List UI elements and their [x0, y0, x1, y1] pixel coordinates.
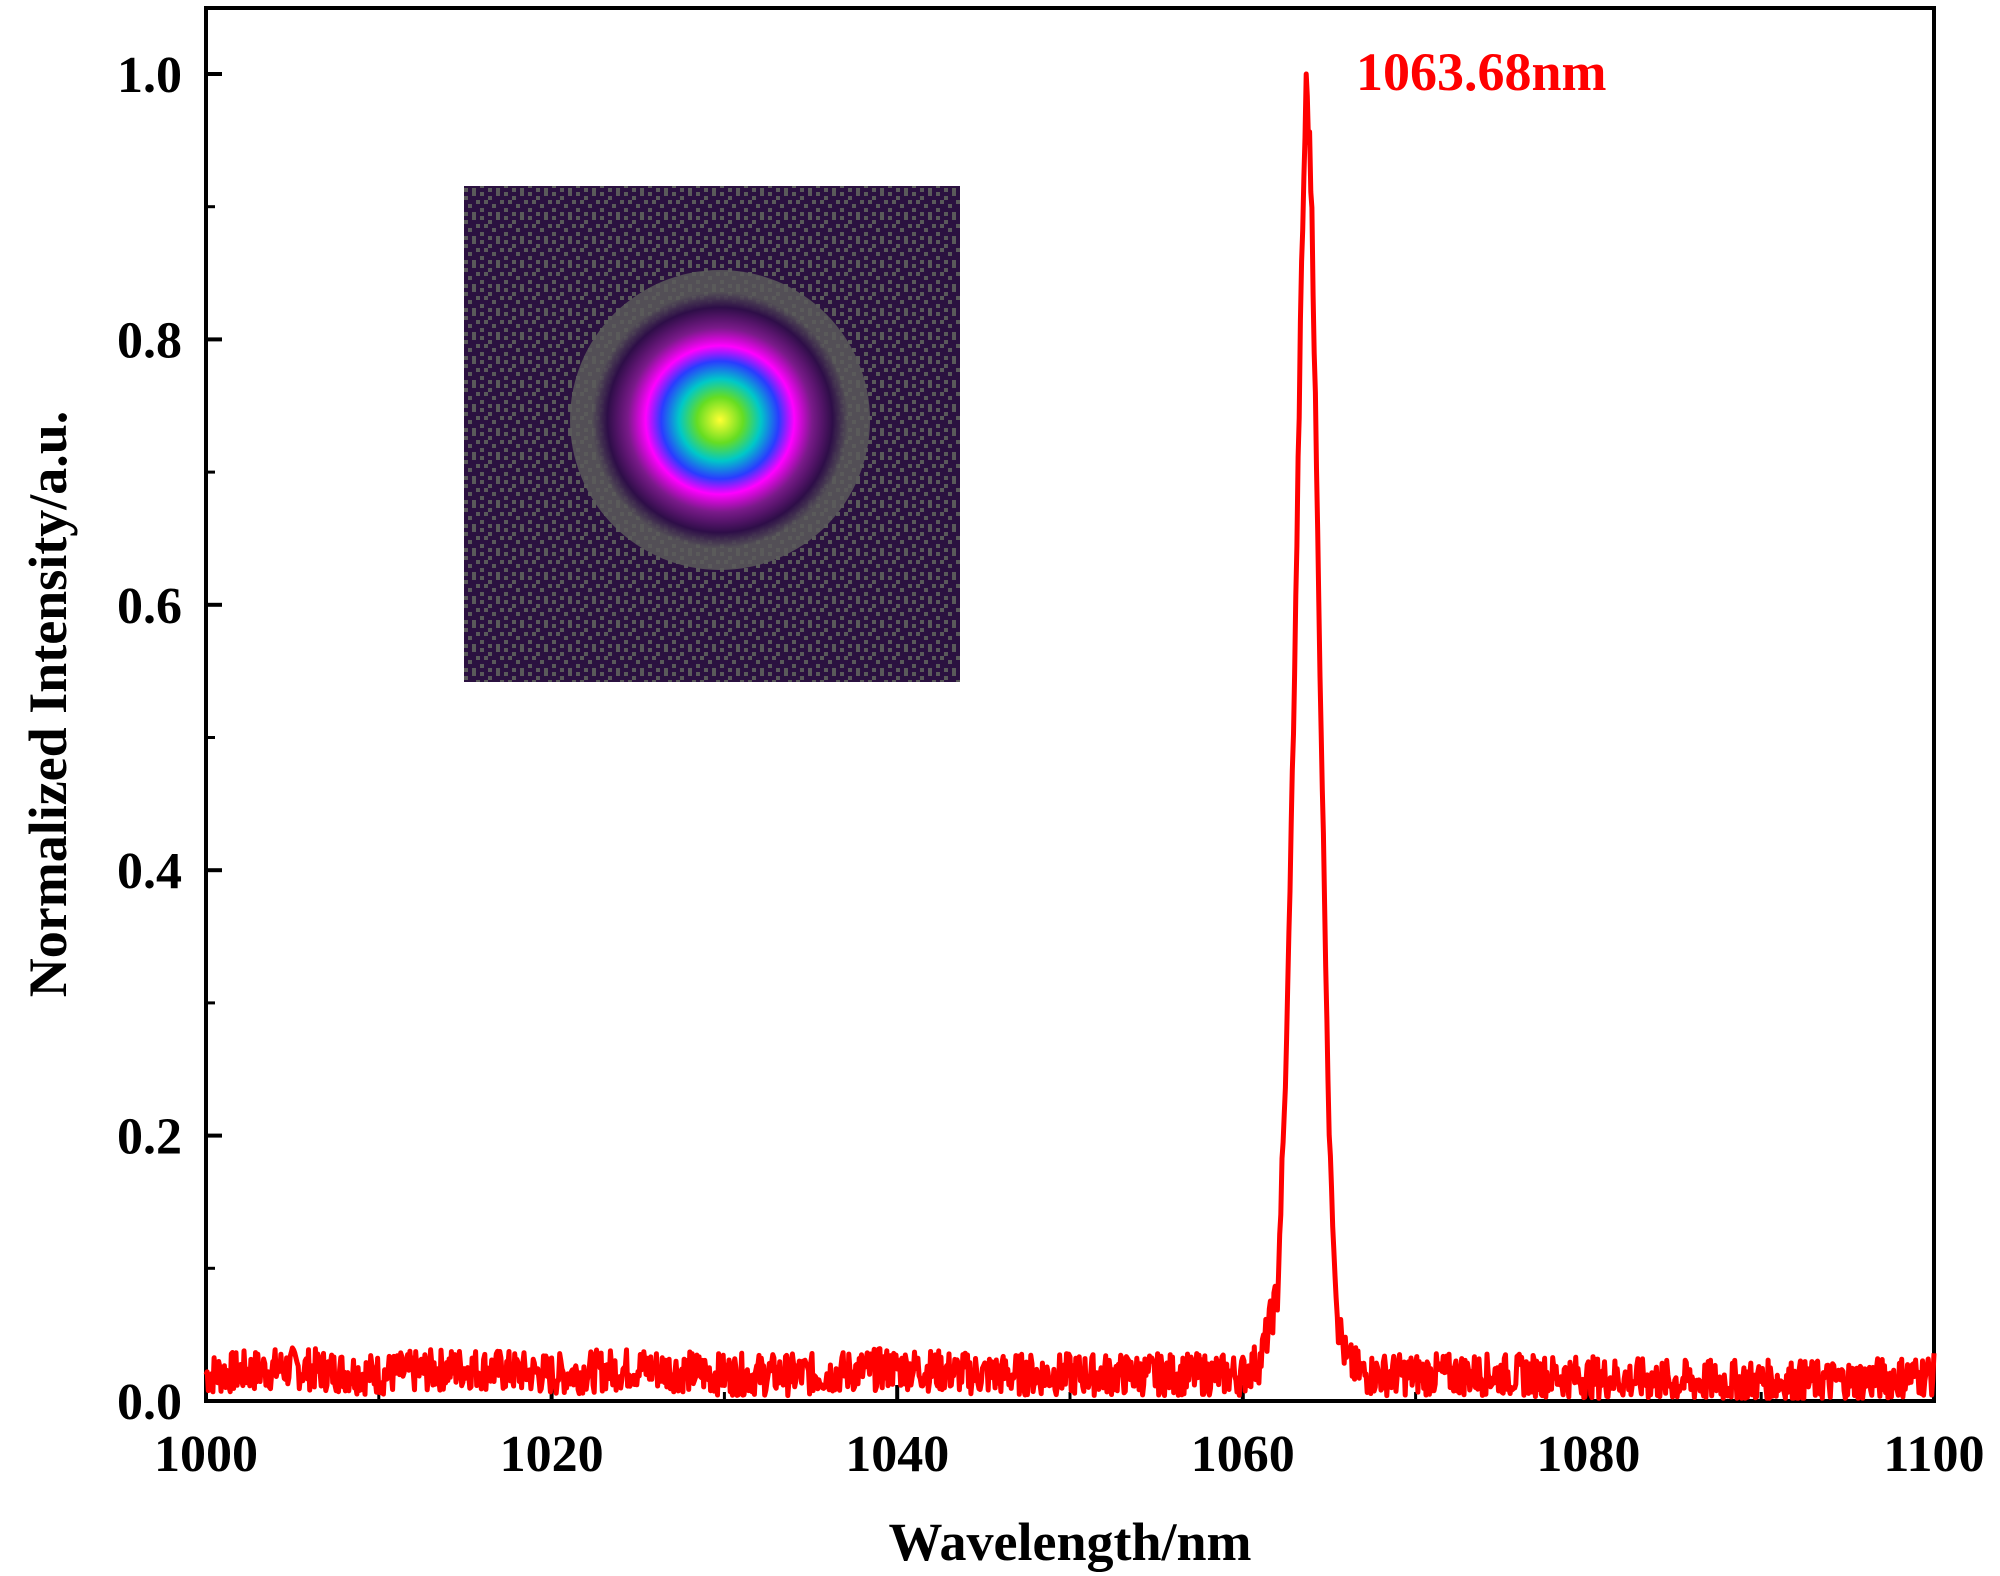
x-tick-label: 1040 [845, 1426, 949, 1483]
beam-profile-inset [464, 186, 960, 682]
x-axis-tick-labels: 1000 1020 1040 1060 1080 1100 [154, 1426, 1985, 1483]
y-tick-label: 0.8 [117, 312, 182, 369]
x-tick-label: 1020 [500, 1426, 604, 1483]
y-axis-ticks [206, 72, 222, 1403]
y-axis-tick-labels: 0.0 0.2 0.4 0.6 0.8 1.0 [117, 47, 182, 1431]
x-tick-label: 1000 [154, 1426, 258, 1483]
y-tick-label: 0.4 [117, 843, 182, 900]
y-tick-label: 0.6 [117, 578, 182, 635]
y-tick-label: 0.0 [117, 1374, 182, 1431]
y-axis-title: Normalized Intensity/a.u. [18, 411, 78, 998]
spectrum-series-line [203, 71, 1937, 1401]
x-tick-label: 1100 [1883, 1426, 1984, 1483]
x-axis-title: Wavelength/nm [888, 1512, 1251, 1572]
y-tick-label: 0.2 [117, 1109, 182, 1166]
peak-annotation: 1063.68nm [1356, 42, 1607, 102]
x-tick-label: 1060 [1191, 1426, 1295, 1483]
x-tick-label: 1080 [1536, 1426, 1640, 1483]
y-tick-label: 1.0 [117, 47, 182, 104]
inset-beam-spot [592, 292, 848, 548]
